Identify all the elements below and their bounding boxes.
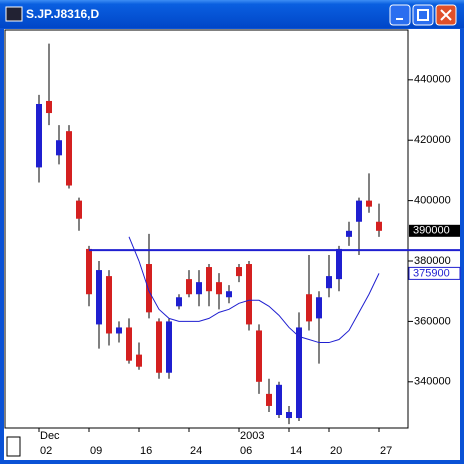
candle-body — [36, 103, 42, 168]
last-price-box — [409, 224, 460, 237]
candle-body — [236, 267, 242, 277]
candle-body — [326, 276, 332, 289]
candle-body — [116, 327, 122, 334]
candle-body — [246, 264, 252, 325]
last-price-label: 390000 — [413, 225, 450, 237]
x-tick-label: 14 — [290, 445, 302, 457]
candle-body — [296, 327, 302, 419]
minimize-glyph — [396, 18, 403, 20]
candle-body — [146, 264, 152, 313]
maximize-glyph — [417, 9, 429, 21]
x-tick-label: 16 — [140, 445, 152, 457]
candle-body — [336, 248, 342, 280]
candle-body — [226, 291, 232, 298]
candle-body — [176, 297, 182, 307]
candle-body — [376, 221, 382, 231]
y-tick-label: 380000 — [414, 255, 451, 267]
candle-body — [356, 200, 362, 222]
y-tick-label: 420000 — [414, 134, 451, 146]
candle-body — [306, 294, 312, 322]
candle-body — [76, 200, 82, 219]
candle-body — [46, 100, 52, 114]
candle-body — [156, 321, 162, 373]
candle-body — [186, 279, 192, 295]
x-tick-label: 27 — [380, 445, 392, 457]
candle-body — [56, 140, 62, 156]
candle-body — [126, 327, 132, 361]
x-tick-label: 20 — [330, 445, 342, 457]
y-tick-label: 360000 — [414, 315, 451, 327]
candle-body — [256, 330, 262, 382]
ma-value-label: 375900 — [413, 267, 450, 279]
y-tick-label: 400000 — [414, 195, 451, 207]
candle-body — [96, 270, 102, 325]
candle-body — [206, 267, 212, 292]
candle-body — [316, 297, 322, 319]
candle-body — [366, 200, 372, 207]
candle-body — [166, 321, 172, 373]
x-tick-label: 06 — [240, 445, 252, 457]
window-icon — [5, 6, 23, 22]
scroll-box[interactable] — [6, 436, 21, 457]
candle-body — [216, 282, 222, 295]
window-title: S.JP.J8316,D — [26, 7, 100, 21]
x-tick-label: 24 — [190, 445, 202, 457]
x-tick-label: 09 — [90, 445, 102, 457]
candle-body — [66, 131, 72, 186]
candle-body — [286, 411, 292, 419]
candle-body — [276, 384, 282, 416]
maximize-button[interactable] — [412, 4, 434, 26]
moving-average — [128, 236, 380, 344]
y-tick-label: 340000 — [414, 376, 451, 388]
x-period-label: 2003 — [240, 430, 264, 442]
candle-body — [106, 276, 112, 334]
plot: 340000 360000 380000 400000 420000 440000 02 De… — [36, 43, 461, 457]
plot-area — [4, 29, 409, 429]
candle-body — [266, 393, 272, 406]
y-tick-label: 440000 — [414, 74, 451, 86]
x-period-label: Dec — [40, 430, 60, 442]
candle-body — [196, 282, 202, 295]
candle-body — [346, 230, 352, 237]
close-glyph — [440, 9, 452, 21]
title-bar — [0, 0, 464, 28]
ma-value-box — [408, 266, 461, 280]
candle-body — [136, 354, 142, 367]
candle-body — [86, 248, 92, 295]
minimize-button[interactable] — [389, 4, 411, 26]
x-tick-label: 02 — [40, 445, 52, 457]
